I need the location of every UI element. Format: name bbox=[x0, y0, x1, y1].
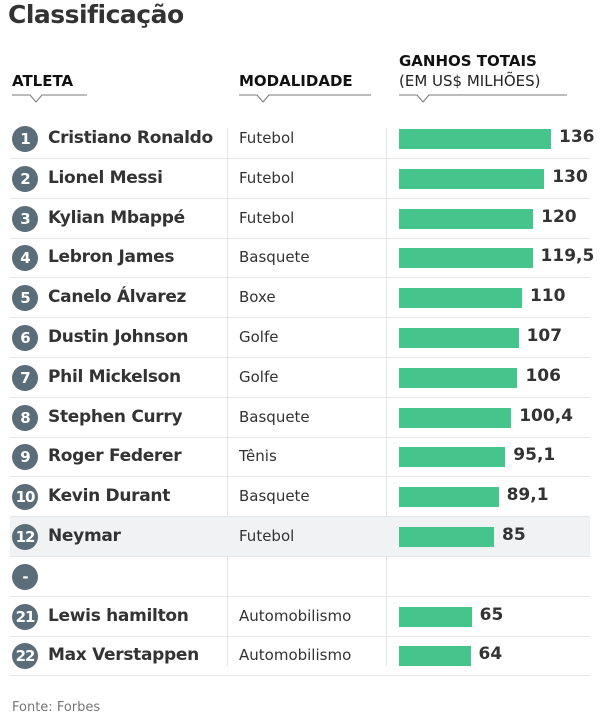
athlete-name: Canelo Álvarez bbox=[48, 287, 187, 308]
athlete-name: Phil Mickelson bbox=[48, 366, 181, 387]
athlete-name: Roger Federer bbox=[48, 446, 182, 467]
sport-label: Golfe bbox=[239, 367, 279, 386]
sport-label: Futebol bbox=[239, 129, 295, 147]
earnings-header: GANHOS TOTAIS bbox=[399, 52, 537, 70]
table-row: 21 Lewis hamilton Automobilismo 65 bbox=[10, 597, 590, 637]
table-row: - bbox=[10, 557, 590, 597]
rank-badge: 7 bbox=[12, 364, 38, 391]
earnings-value: 65 bbox=[479, 604, 504, 625]
athlete-name: Kevin Durant bbox=[48, 486, 171, 507]
earnings-bar bbox=[399, 129, 551, 149]
page-title: Classificação bbox=[8, 0, 184, 29]
earnings-value: 110 bbox=[529, 286, 566, 307]
earnings-value: 136 bbox=[559, 127, 595, 147]
sport-label: Tênis bbox=[239, 447, 277, 466]
rank-badge: 6 bbox=[12, 325, 38, 351]
athlete-name: Max Verstappen bbox=[48, 645, 199, 666]
rank-badge: - bbox=[12, 563, 38, 590]
sport-label: Golfe bbox=[239, 328, 279, 346]
table-row: 3 Kylian Mbappé Futebol 120 bbox=[10, 199, 590, 239]
sport-label: Futebol bbox=[239, 168, 295, 187]
rank-badge: 12 bbox=[12, 524, 38, 550]
table-row: 12 Neymar Futebol 85 bbox=[10, 517, 590, 557]
earnings-unit: (EM US$ MILHÕES) bbox=[399, 72, 541, 90]
earnings-bar bbox=[399, 487, 499, 508]
earnings-bar bbox=[399, 407, 512, 428]
table-row: 1 Cristiano Ronaldo Futebol 136 bbox=[10, 119, 595, 159]
sport-label: Futebol bbox=[239, 208, 295, 227]
rank-badge: 3 bbox=[12, 205, 38, 232]
rank-badge: 4 bbox=[12, 245, 38, 272]
table-row: 10 Kevin Durant Basquete 89,1 bbox=[10, 477, 590, 518]
sport-label: Futebol bbox=[239, 527, 295, 545]
athlete-name: Neymar bbox=[48, 526, 121, 546]
sport-header-underline bbox=[239, 94, 371, 103]
earnings-bar bbox=[399, 168, 545, 189]
rank-badge: 10 bbox=[12, 484, 38, 511]
athlete-name: Lebron James bbox=[48, 247, 175, 268]
table-row: 6 Dustin Johnson Golfe 107 bbox=[10, 318, 590, 358]
table-row: 9 Roger Federer Tênis 95,1 bbox=[10, 437, 590, 478]
rank-badge: 21 bbox=[12, 603, 38, 630]
earnings-bar bbox=[399, 288, 522, 309]
earnings-value: 64 bbox=[478, 644, 503, 665]
athlete-name: Lionel Messi bbox=[48, 167, 163, 188]
sport-label: Basquete bbox=[239, 248, 310, 267]
table-row: 2 Lionel Messi Futebol 130 bbox=[10, 159, 590, 199]
earnings-value: 119,5 bbox=[540, 246, 595, 267]
earnings-value: 100,4 bbox=[519, 405, 573, 426]
rank-badge: 22 bbox=[12, 643, 38, 670]
earnings-bar bbox=[399, 248, 533, 269]
sport-label: Boxe bbox=[239, 288, 276, 307]
athlete-name: Dustin Johnson bbox=[48, 327, 189, 347]
earnings-value: 120 bbox=[541, 206, 577, 227]
source-note: Fonte: Forbes bbox=[12, 700, 101, 715]
rank-badge: 2 bbox=[12, 165, 38, 192]
table-row: 22 Max Verstappen Automobilismo 64 bbox=[10, 636, 590, 677]
table-row: 5 Canelo Álvarez Boxe 110 bbox=[10, 278, 590, 319]
earnings-bar bbox=[399, 646, 471, 667]
earnings-bar bbox=[399, 367, 518, 388]
earnings-bar bbox=[399, 527, 494, 547]
earnings-value: 85 bbox=[502, 525, 526, 545]
table-row: 7 Phil Mickelson Golfe 106 bbox=[10, 358, 590, 398]
earnings-bar bbox=[399, 208, 534, 229]
earnings-value: 89,1 bbox=[506, 485, 549, 506]
rank-badge: 8 bbox=[12, 404, 38, 431]
sport-header: MODALIDADE bbox=[239, 72, 353, 90]
earnings-value: 95,1 bbox=[513, 445, 556, 466]
sport-label: Automobilismo bbox=[239, 606, 352, 625]
athlete-name: Stephen Curry bbox=[48, 406, 183, 427]
athlete-name: Kylian Mbappé bbox=[48, 207, 185, 228]
rank-badge: 1 bbox=[12, 126, 38, 152]
sport-label: Automobilismo bbox=[239, 646, 352, 665]
rank-badge: 5 bbox=[12, 285, 38, 312]
earnings-bar bbox=[399, 447, 506, 468]
athlete-header-underline bbox=[12, 94, 87, 103]
rank-badge: 9 bbox=[12, 444, 38, 471]
earnings-bar bbox=[399, 328, 519, 348]
earnings-bar bbox=[399, 606, 472, 627]
earnings-header-underline bbox=[399, 94, 567, 103]
table-row: 8 Stephen Curry Basquete 100,4 bbox=[10, 398, 590, 438]
earnings-value: 106 bbox=[525, 365, 561, 386]
table-row: 4 Lebron James Basquete 119,5 bbox=[10, 238, 594, 279]
earnings-value: 130 bbox=[552, 166, 588, 187]
sport-label: Basquete bbox=[239, 487, 310, 506]
athlete-name: Cristiano Ronaldo bbox=[48, 128, 213, 148]
earnings-value: 107 bbox=[526, 326, 563, 346]
athlete-name: Lewis hamilton bbox=[48, 605, 189, 626]
athlete-header: ATLETA bbox=[12, 72, 74, 90]
sport-label: Basquete bbox=[239, 407, 310, 426]
